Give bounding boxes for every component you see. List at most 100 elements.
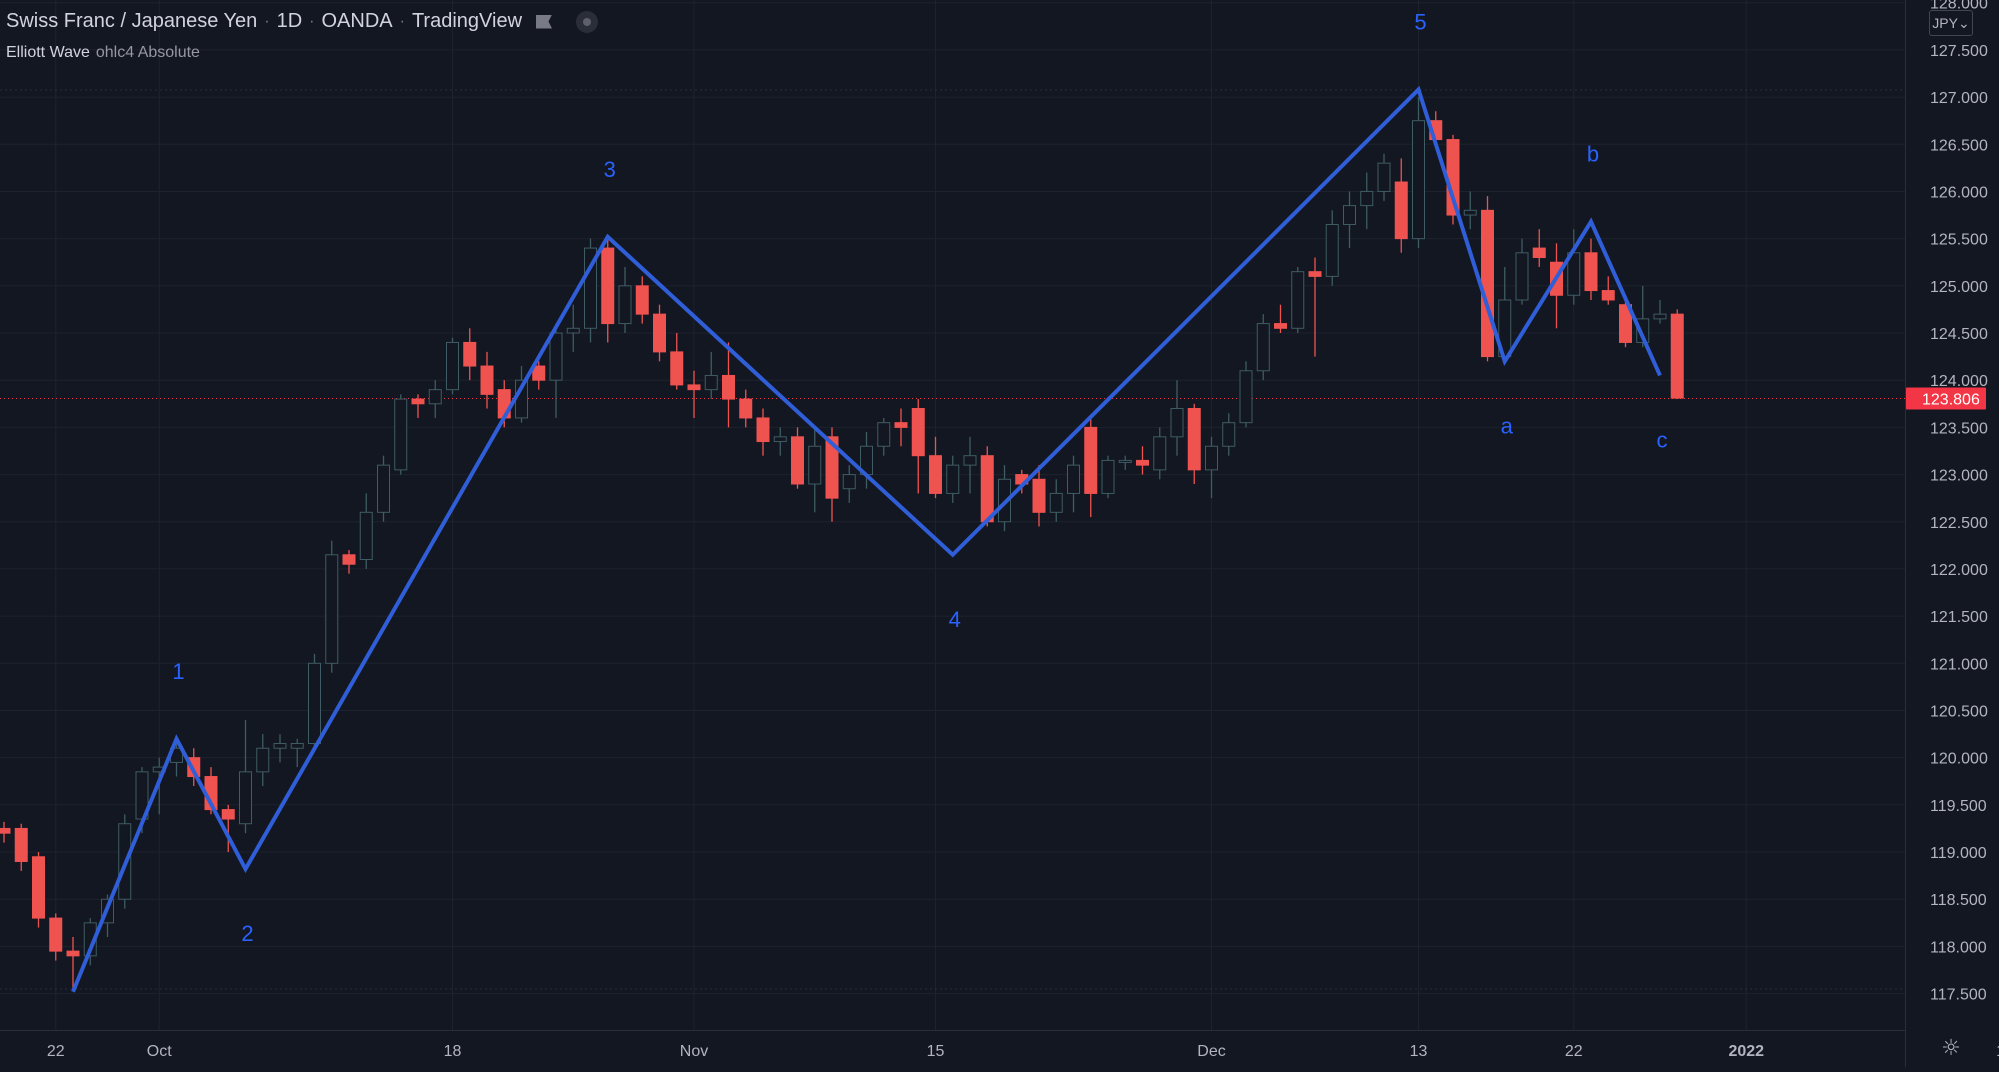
candle-down [1084, 426, 1098, 494]
interval-label[interactable]: 1D [276, 10, 303, 32]
candle-down [49, 917, 63, 952]
last-price-badge [1906, 387, 1986, 410]
candle-up [394, 398, 408, 471]
price-tick-label: 126.500 [1930, 137, 1988, 154]
candle-down [1670, 313, 1684, 399]
candle-up [359, 511, 373, 560]
price-tick-label: 121.500 [1930, 609, 1988, 626]
flag-icon[interactable] [536, 14, 553, 29]
circle-dot-icon[interactable] [576, 10, 599, 33]
candle-up [1515, 252, 1529, 301]
time-tick-label: 13 [1410, 1043, 1428, 1060]
candle-up [773, 436, 787, 443]
wave-label-b: b [1587, 142, 1599, 167]
candle-up [325, 554, 339, 664]
time-tick-label: 2022 [1728, 1043, 1764, 1060]
candle-up [239, 771, 252, 825]
candle-down [411, 398, 425, 405]
candle-up [273, 743, 287, 749]
price-tick-label: 117.500 [1930, 987, 1987, 1004]
wave-label-1: 1 [172, 659, 184, 684]
candle-down [670, 351, 684, 386]
candle-up [1049, 492, 1063, 513]
symbol-name[interactable]: Swiss Franc / Japanese Yen [6, 10, 258, 32]
price-tick-label: 124.500 [1930, 326, 1988, 343]
candle-up [704, 374, 718, 391]
candle-up [1101, 459, 1115, 494]
candle-up [1222, 422, 1236, 447]
header-separator: · [399, 12, 405, 30]
indicator-legend[interactable]: Elliott Wave ohlc4 Absolute [6, 44, 200, 62]
candle-up [1463, 209, 1477, 216]
candle-down [1308, 271, 1322, 277]
candle-down [980, 455, 994, 523]
gear-icon[interactable]: ☼ [1941, 1036, 1961, 1061]
candle-down [1136, 459, 1149, 466]
wave-label-3: 3 [604, 157, 616, 182]
price-tick-label: 118.500 [1930, 892, 1987, 909]
price-tick-label: 127.500 [1930, 43, 1988, 60]
wave-line [71, 85, 1662, 993]
price-tick-label: 124.000 [1930, 373, 1988, 390]
price-tick-label: 119.500 [1930, 798, 1987, 815]
candle-up [1325, 223, 1339, 277]
chevron-down-icon: ⌄ [1957, 15, 1970, 31]
candle-down [687, 384, 701, 391]
price-tick-label: 119.000 [1930, 845, 1987, 862]
candle-up [1239, 370, 1253, 424]
time-tick-label: 15 [927, 1043, 945, 1060]
candle-up [1118, 459, 1132, 463]
candle-down [480, 365, 494, 395]
candle-down [929, 455, 942, 494]
candle-up [1343, 205, 1356, 225]
price-tick-label: 120.000 [1930, 751, 1988, 768]
price-tick-label: 123.000 [1930, 468, 1988, 485]
candle-up [877, 422, 891, 447]
candle-down [1274, 323, 1287, 329]
price-tick-label: 125.000 [1930, 279, 1988, 296]
candle-down [635, 285, 649, 315]
wave-label-a: a [1501, 413, 1514, 438]
time-tick-label: Dec [1197, 1043, 1225, 1060]
candle-down [66, 950, 80, 957]
candles [0, 97, 1684, 989]
candle-up [1377, 162, 1391, 192]
candle-up [842, 474, 856, 490]
time-tick-label: Oct [147, 1043, 172, 1060]
grid [0, 0, 1905, 1030]
price-tick-label: 123.500 [1930, 420, 1988, 437]
wave-label-c: c [1657, 427, 1668, 452]
candle-down [32, 856, 45, 919]
time-tick-label: 22 [47, 1043, 65, 1060]
elliott-wave: 1 2 3 4 5 a b c [71, 10, 1668, 993]
candle-up [256, 747, 270, 773]
price-tick-label: 128.000 [1930, 0, 1988, 13]
candle-up [946, 464, 960, 494]
source-label: TradingView [411, 10, 523, 32]
time-tick-label: 17 [1996, 1043, 1999, 1060]
wave-label-4: 4 [949, 607, 961, 632]
candle-down [1532, 247, 1546, 259]
currency-selector[interactable]: JPY⌄ [1929, 10, 1973, 36]
candle-down [756, 417, 770, 443]
exchange-label: OANDA [321, 10, 393, 32]
candle-up [549, 332, 563, 381]
candle-down [1601, 290, 1615, 301]
candle-up [1170, 408, 1184, 438]
candle-down [1032, 478, 1046, 513]
candle-up [446, 341, 459, 391]
candle-up [566, 327, 580, 334]
candle-down [894, 422, 908, 428]
wave-label-2: 2 [241, 921, 253, 946]
candle-down [791, 436, 804, 485]
price-tick-label: 127.000 [1930, 90, 1988, 107]
candle-down [739, 398, 753, 419]
candle-up [290, 743, 304, 749]
candle-up [1636, 318, 1650, 343]
candle-up [1256, 323, 1270, 372]
candle-down [653, 313, 666, 353]
candle-up [1291, 271, 1305, 329]
